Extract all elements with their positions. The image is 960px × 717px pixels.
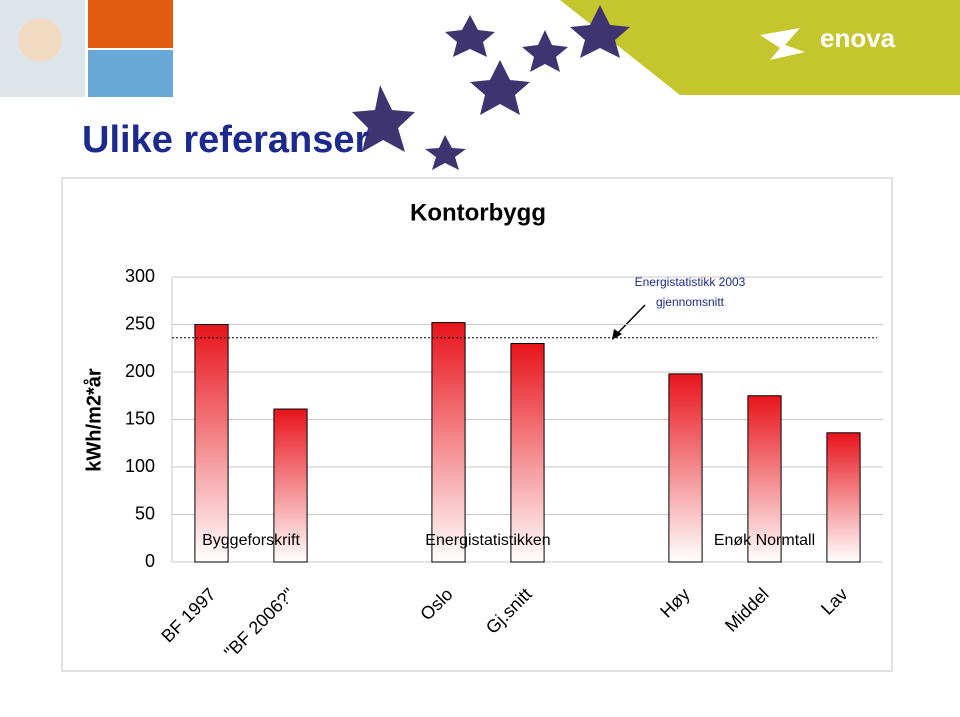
- banner-stripe: [560, 0, 960, 95]
- photo-wind: [88, 50, 173, 97]
- y-tick-label: 50: [135, 503, 155, 523]
- bar: [194, 324, 229, 563]
- bar: [510, 343, 545, 563]
- group-label: Energistatistikken: [425, 532, 550, 549]
- y-tick-label: 0: [145, 551, 155, 571]
- annotation-text: gjennomsnitt: [656, 295, 725, 309]
- photo-fire: [88, 0, 173, 48]
- y-tick-label: 300: [125, 266, 155, 286]
- logo-text: enova: [820, 23, 896, 53]
- annotation-arrow: [613, 304, 646, 338]
- annotation-text: Energistatistikk 2003: [635, 275, 746, 289]
- bar: [747, 395, 782, 563]
- y-tick-label: 100: [125, 456, 155, 476]
- bar: [668, 373, 703, 563]
- y-tick-label: 250: [125, 313, 155, 333]
- y-tick-label: 150: [125, 408, 155, 428]
- y-tick-label: 200: [125, 361, 155, 381]
- y-axis-label: kWh/m2*år: [82, 368, 105, 472]
- bar: [826, 432, 861, 563]
- logo-mark: [760, 28, 805, 60]
- slide-title: Ulike referanser: [82, 119, 369, 161]
- photo-face: [18, 18, 62, 62]
- group-label: Enøk Normtall: [714, 532, 815, 549]
- chart-title: Kontorbygg: [410, 199, 546, 226]
- stars: [352, 5, 630, 170]
- bar: [273, 408, 308, 563]
- annotation-arrowhead: [612, 329, 622, 340]
- group-label: Byggeforskrift: [202, 532, 300, 549]
- bar: [431, 322, 466, 563]
